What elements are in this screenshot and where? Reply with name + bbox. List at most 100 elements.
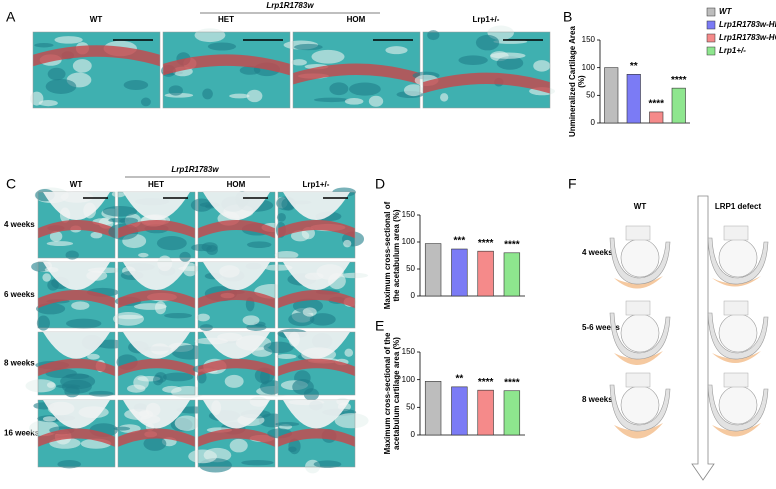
row-label: 5-6 weeks <box>582 323 620 332</box>
legend-swatch <box>706 20 716 30</box>
texture <box>311 49 345 64</box>
texture <box>229 93 250 99</box>
texture <box>45 78 77 94</box>
row-label: 8 weeks <box>4 359 35 368</box>
significance: **** <box>504 239 520 250</box>
texture <box>174 415 199 431</box>
significance: ** <box>455 374 463 385</box>
cartilage-band <box>198 358 275 377</box>
texture <box>403 84 424 97</box>
texture <box>162 372 194 382</box>
legend-label: Lrp1+/- <box>719 46 746 55</box>
image-border <box>422 31 551 109</box>
acetabulum <box>707 312 769 360</box>
texture <box>260 380 284 395</box>
texture <box>274 250 299 260</box>
texture <box>329 82 349 96</box>
row-label: 4 weeks <box>582 248 613 257</box>
y-axis-label: Unmineralized Cartilage Area <box>568 26 577 137</box>
texture <box>292 379 314 395</box>
significance: **** <box>478 238 494 249</box>
texture <box>119 217 139 225</box>
texture <box>246 241 272 248</box>
bar <box>424 243 442 297</box>
texture <box>138 252 149 258</box>
femoral-head <box>203 332 270 359</box>
image-border <box>162 31 291 109</box>
acetabulum <box>707 384 769 432</box>
cartilage-band <box>38 358 115 377</box>
column-label: WT <box>90 15 103 24</box>
y-tick-label: 0 <box>591 118 596 127</box>
column-label: HET <box>148 180 164 189</box>
legend-swatch <box>706 33 716 43</box>
femoral-head <box>123 192 190 221</box>
y-tick-label: 0 <box>411 430 416 439</box>
y-axis-label: acetabulum cartilage area (%) <box>392 337 401 450</box>
texture <box>313 460 342 469</box>
texture <box>334 413 369 429</box>
cartilage-band <box>278 290 355 309</box>
panel-label: D <box>375 176 385 192</box>
image-border <box>292 31 421 109</box>
y-tick-label: 50 <box>586 90 595 99</box>
histology-image <box>412 25 556 109</box>
texture <box>202 88 213 100</box>
cartilage <box>614 351 663 366</box>
bar <box>604 67 619 124</box>
texture <box>490 52 526 59</box>
femoral-head <box>43 192 110 221</box>
bar <box>671 87 686 124</box>
y-tick-label: 150 <box>582 35 596 44</box>
group-label: Lrp1R1783w <box>266 1 314 10</box>
cartilage-band <box>118 428 195 447</box>
texture <box>152 374 164 386</box>
texture <box>102 205 138 217</box>
texture <box>385 46 408 55</box>
texture <box>38 100 58 107</box>
texture <box>115 314 144 320</box>
column-label: Lrp1+/- <box>303 180 330 189</box>
cartilage-band <box>163 54 290 76</box>
bar <box>451 386 468 436</box>
texture <box>224 374 244 388</box>
texture <box>71 301 90 310</box>
group-label: Lrp1R1783w <box>171 165 219 174</box>
femoral-head <box>620 313 660 353</box>
femoral-head <box>718 385 758 425</box>
histology-image <box>30 31 161 109</box>
texture <box>368 95 384 107</box>
significance: **** <box>671 75 687 86</box>
texture <box>275 421 300 427</box>
texture <box>458 55 488 66</box>
texture <box>66 318 102 329</box>
femoral-head <box>718 313 758 353</box>
femoral-neck <box>625 300 651 316</box>
cartilage <box>712 276 761 287</box>
panel-label: C <box>6 176 16 192</box>
texture <box>72 59 92 73</box>
texture <box>344 97 364 105</box>
cartilage-band <box>118 220 195 239</box>
column-label: HOM <box>227 180 246 189</box>
texture <box>179 251 191 262</box>
bar <box>451 248 468 297</box>
texture <box>111 190 126 198</box>
texture <box>264 264 293 271</box>
texture <box>276 212 286 222</box>
panel-label: F <box>568 176 577 192</box>
cartilage-band <box>33 45 160 67</box>
femoral-head <box>123 262 190 291</box>
texture <box>34 42 54 48</box>
legend-swatch <box>706 46 716 56</box>
cartilage <box>712 423 761 437</box>
texture <box>339 272 369 279</box>
histology-image <box>283 31 424 109</box>
histology-image <box>161 28 291 109</box>
texture <box>199 324 213 331</box>
texture <box>123 79 149 91</box>
column-label: LRP1 defect <box>715 202 762 211</box>
texture <box>309 313 336 326</box>
cartilage-band <box>38 220 115 239</box>
